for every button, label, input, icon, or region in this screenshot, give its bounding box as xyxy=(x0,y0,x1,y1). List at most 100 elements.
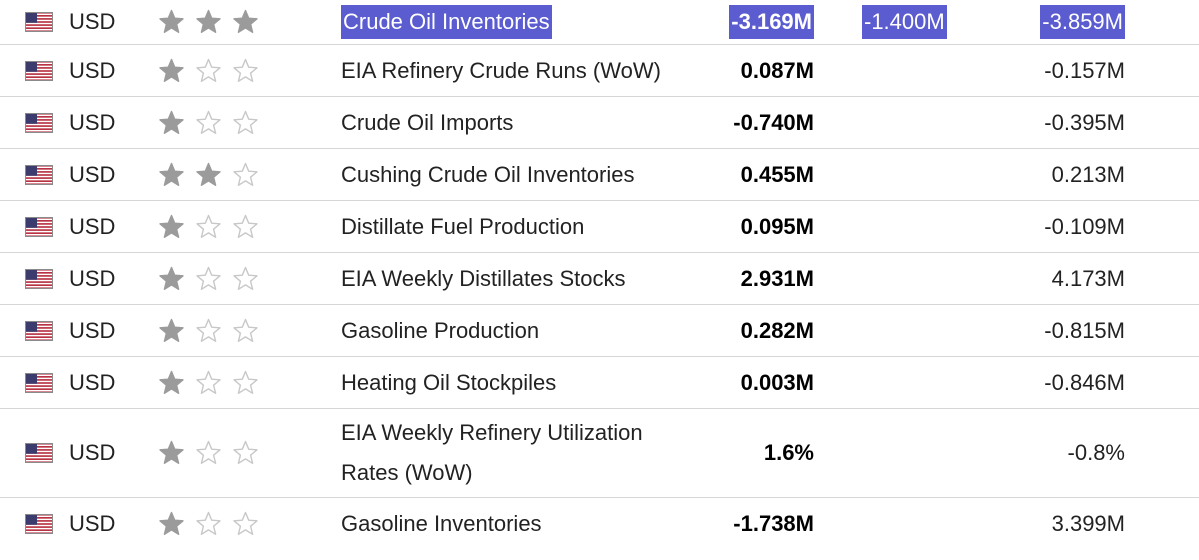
us-flag-icon xyxy=(25,60,53,81)
actual-value: -1.738M xyxy=(733,511,814,536)
table-row[interactable]: USD EIA Weekly Refinery Utilization Rate… xyxy=(0,409,1199,498)
importance-stars xyxy=(158,265,259,292)
event-name[interactable]: Crude Oil Imports xyxy=(341,109,514,135)
empty-star-icon xyxy=(195,109,222,136)
table-row[interactable]: USD Gasoline Production 0.282M -0.815M xyxy=(0,305,1199,357)
filled-star-icon xyxy=(158,440,185,467)
empty-star-icon xyxy=(232,161,259,188)
table-row[interactable]: USD Heating Oil Stockpiles 0.003M -0.846… xyxy=(0,357,1199,409)
empty-star-icon xyxy=(232,213,259,240)
importance-stars xyxy=(158,57,259,84)
empty-star-icon xyxy=(195,213,222,240)
actual-value: 1.6% xyxy=(763,440,814,465)
table-row[interactable]: USD Gasoline Inventories -1.738M 3.399M xyxy=(0,498,1199,550)
currency-label: USD xyxy=(69,213,116,239)
previous-value: 0.213M xyxy=(1051,161,1125,187)
event-name-text: Crude Oil Inventories xyxy=(341,5,552,39)
currency-label: USD xyxy=(69,57,116,83)
importance-stars xyxy=(158,161,259,188)
us-flag-icon xyxy=(25,514,53,534)
filled-star-icon xyxy=(158,57,185,84)
event-name[interactable]: Gasoline Production xyxy=(341,317,540,343)
actual-value: 0.087M xyxy=(740,57,814,83)
currency-label: USD xyxy=(69,440,116,465)
importance-stars xyxy=(158,511,259,538)
us-flag-icon xyxy=(25,12,53,32)
empty-star-icon xyxy=(232,57,259,84)
us-flag-icon xyxy=(25,216,53,237)
currency-label: USD xyxy=(69,161,116,187)
filled-star-icon xyxy=(158,109,185,136)
currency-label: USD xyxy=(69,511,116,536)
actual-value: 2.931M xyxy=(740,265,814,291)
actual-value: 0.455M xyxy=(740,161,814,187)
previous-value: 3.399M xyxy=(1051,511,1125,536)
actual-value-text: -3.169M xyxy=(729,5,814,39)
table-row[interactable]: USD Crude Oil Imports -0.740M -0.395M xyxy=(0,97,1199,149)
empty-star-icon xyxy=(195,57,222,84)
filled-star-icon xyxy=(158,317,185,344)
filled-star-icon xyxy=(232,9,259,36)
empty-star-icon xyxy=(232,440,259,467)
filled-star-icon xyxy=(158,213,185,240)
previous-value: -0.395M xyxy=(1044,109,1125,135)
event-name[interactable]: Heating Oil Stockpiles xyxy=(341,369,557,395)
importance-stars xyxy=(158,317,259,344)
actual-value: 0.282M xyxy=(740,317,814,343)
event-name[interactable]: EIA Weekly Refinery Utilization Rates (W… xyxy=(341,420,643,485)
event-name[interactable]: Crude Oil Inventories xyxy=(341,2,701,42)
empty-star-icon xyxy=(232,369,259,396)
event-name[interactable]: Distillate Fuel Production xyxy=(341,213,585,239)
actual-value: 0.003M xyxy=(740,369,814,395)
empty-star-icon xyxy=(195,317,222,344)
empty-star-icon xyxy=(232,109,259,136)
filled-star-icon xyxy=(158,9,185,36)
currency-label: USD xyxy=(69,369,116,395)
actual-value: 0.095M xyxy=(740,213,814,239)
empty-star-icon xyxy=(232,265,259,292)
empty-star-icon xyxy=(195,265,222,292)
actual-value: -3.169M xyxy=(729,5,814,39)
table-row[interactable]: USD Crude Oil Inventories -3.169M -1.400… xyxy=(0,0,1199,45)
table-row[interactable]: USD Cushing Crude Oil Inventories 0.455M… xyxy=(0,149,1199,201)
event-name[interactable]: EIA Refinery Crude Runs (WoW) xyxy=(341,57,661,83)
previous-value: -0.157M xyxy=(1044,57,1125,83)
importance-stars xyxy=(158,440,259,467)
us-flag-icon xyxy=(25,164,53,185)
filled-star-icon xyxy=(158,265,185,292)
previous-value: -0.846M xyxy=(1044,369,1125,395)
importance-stars xyxy=(158,369,259,396)
empty-star-icon xyxy=(232,317,259,344)
filled-star-icon xyxy=(158,161,185,188)
event-name[interactable]: EIA Weekly Distillates Stocks xyxy=(341,265,626,291)
us-flag-icon xyxy=(25,268,53,289)
previous-value: 4.173M xyxy=(1051,265,1125,291)
previous-value: -0.8% xyxy=(1067,440,1125,465)
empty-star-icon xyxy=(232,511,259,538)
importance-stars xyxy=(158,109,259,136)
previous-value: -0.815M xyxy=(1044,317,1125,343)
us-flag-icon xyxy=(25,320,53,341)
table-row[interactable]: USD EIA Refinery Crude Runs (WoW) 0.087M… xyxy=(0,45,1199,97)
table-row[interactable]: USD Distillate Fuel Production 0.095M -0… xyxy=(0,201,1199,253)
empty-star-icon xyxy=(195,440,222,467)
actual-value: -0.740M xyxy=(733,109,814,135)
filled-star-icon xyxy=(158,369,185,396)
previous-value: -0.109M xyxy=(1044,213,1125,239)
forecast-value-text: -1.400M xyxy=(862,5,947,39)
filled-star-icon xyxy=(158,511,185,538)
previous-value-text: -3.859M xyxy=(1040,5,1125,39)
empty-star-icon xyxy=(195,511,222,538)
currency-label: USD xyxy=(69,109,116,135)
event-name[interactable]: Gasoline Inventories xyxy=(341,511,542,536)
filled-star-icon xyxy=(195,9,222,36)
currency-label: USD xyxy=(69,317,116,343)
us-flag-icon xyxy=(25,372,53,393)
table-row[interactable]: USD EIA Weekly Distillates Stocks 2.931M… xyxy=(0,253,1199,305)
forecast-value: -1.400M xyxy=(862,5,947,39)
us-flag-icon xyxy=(25,443,53,463)
event-name[interactable]: Cushing Crude Oil Inventories xyxy=(341,161,635,187)
us-flag-icon xyxy=(25,112,53,133)
currency-label: USD xyxy=(69,265,116,291)
importance-stars xyxy=(158,213,259,240)
